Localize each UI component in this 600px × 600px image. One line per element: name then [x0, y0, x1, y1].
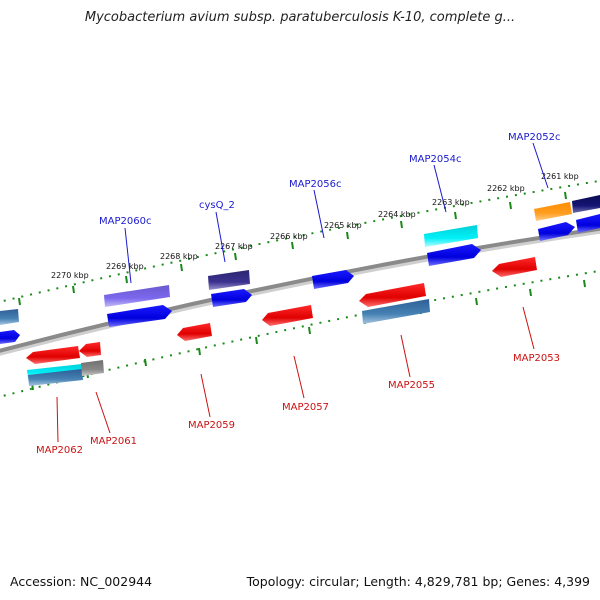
gene-label-MAP2061[interactable]: MAP2061 — [90, 436, 137, 447]
feature-steel-left — [0, 309, 19, 325]
gene-label-MAP2056c[interactable]: MAP2056c — [289, 179, 341, 190]
arrow-blue-2 — [107, 305, 172, 327]
arrow-red-2061 — [79, 342, 101, 357]
feature-darknavy-outer — [572, 195, 600, 213]
map-title: Mycobacterium avium subsp. paratuberculo… — [84, 10, 516, 25]
reverse-leaders — [56, 306, 535, 443]
kbp-label-2269: 2269 kbp — [106, 262, 144, 271]
arrow-red-2055a — [359, 283, 426, 307]
arrow-blue-1 — [0, 330, 20, 344]
arrow-red-2057 — [262, 305, 313, 326]
kbp-label-2266: 2266 kbp — [270, 232, 308, 241]
kbp-label-2265: 2265 kbp — [324, 221, 362, 230]
arrow-blue-7 — [576, 214, 600, 233]
reverse-track-ring — [0, 269, 600, 398]
feature-navy-outer — [208, 270, 250, 290]
gene-label-MAP2052c[interactable]: MAP2052c — [508, 132, 560, 143]
gene-label-MAP2054c[interactable]: MAP2054c — [409, 154, 461, 165]
forward-gene-labels: MAP2060c cysQ_2 MAP2056c MAP2054c MAP205… — [99, 132, 560, 227]
reverse-features — [26, 257, 537, 386]
kbp-label-2268: 2268 kbp — [160, 252, 198, 261]
kbp-label-2262: 2262 kbp — [487, 184, 525, 193]
reverse-gene-labels: MAP2062 MAP2061 MAP2059 MAP2057 MAP2055 … — [36, 353, 560, 456]
arrow-red-2059 — [177, 323, 212, 341]
feature-lavender-outer — [104, 285, 170, 307]
accession-text: Accession: NC_002944 — [10, 574, 153, 589]
gene-label-MAP2059[interactable]: MAP2059 — [188, 420, 235, 431]
gene-label-MAP2053[interactable]: MAP2053 — [513, 353, 560, 364]
arrow-blue-5 — [427, 244, 481, 266]
arrow-red-2053 — [492, 257, 537, 277]
feature-steel-inner — [28, 369, 83, 386]
feature-grey-inner — [81, 360, 104, 376]
arrow-blue-3 — [211, 289, 252, 307]
topology-summary: Topology: circular; Length: 4,829,781 bp… — [246, 574, 590, 589]
feature-cyan-outer — [424, 225, 478, 247]
arrow-blue-4 — [312, 270, 354, 289]
kbp-label-2263: 2263 kbp — [432, 198, 470, 207]
forward-features — [0, 195, 600, 325]
gene-label-MAP2062[interactable]: MAP2062 — [36, 445, 83, 456]
genome-backbone — [0, 226, 600, 353]
gene-label-MAP2055[interactable]: MAP2055 — [388, 380, 435, 391]
gene-label-MAP2060c[interactable]: MAP2060c — [99, 216, 151, 227]
gene-label-cysQ_2[interactable]: cysQ_2 — [199, 200, 235, 211]
kbp-label-2267: 2267 kbp — [215, 242, 253, 251]
gene-label-MAP2057[interactable]: MAP2057 — [282, 402, 329, 413]
feature-steel-2055 — [362, 299, 430, 324]
kbp-label-2264: 2264 kbp — [378, 210, 416, 219]
arrow-blue-6 — [538, 222, 575, 241]
kbp-label-2270: 2270 kbp — [51, 271, 89, 280]
kbp-label-2261: 2261 kbp — [541, 172, 579, 181]
kbp-labels: 2270 kbp 2269 kbp 2268 kbp 2267 kbp 2266… — [51, 172, 579, 280]
outer-ring-major-ticks — [18, 191, 567, 306]
backbone-shadow — [0, 229, 600, 356]
arrow-red-2062 — [26, 346, 80, 364]
forward-leaders — [124, 142, 549, 284]
forward-arrows — [0, 214, 600, 344]
feature-orange-outer — [534, 202, 572, 221]
